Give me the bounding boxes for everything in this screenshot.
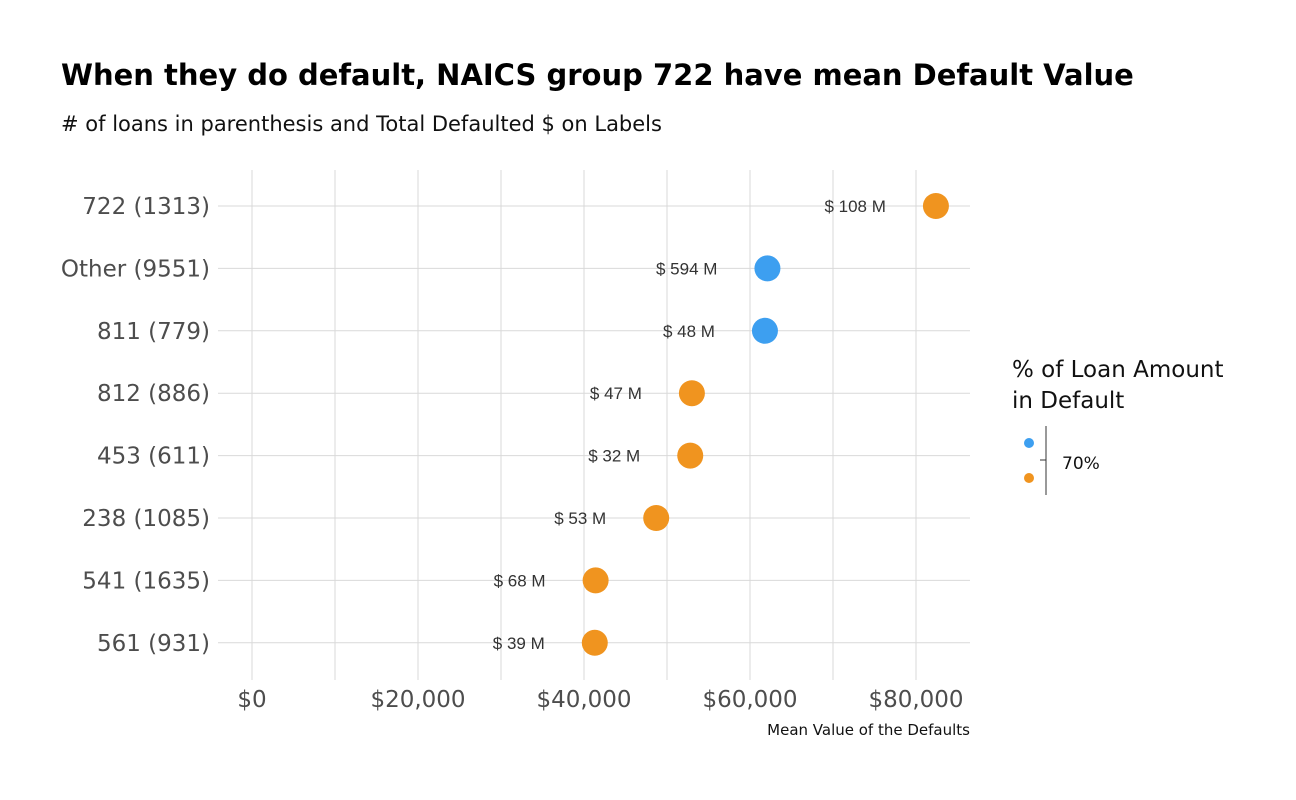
data-point — [581, 629, 608, 656]
data-label: $ 53 M — [554, 509, 606, 528]
chart-subtitle: # of loans in parenthesis and Total Defa… — [61, 112, 662, 136]
y-tick-label: Other (9551) — [61, 256, 210, 282]
data-label: $ 108 M — [824, 197, 885, 216]
data-point — [922, 193, 949, 219]
x-tick-label: $0 — [237, 687, 266, 713]
x-tick-labels: $0 $20,000 $40,000 $60,000 $80,000 — [237, 687, 963, 713]
x-tick-label: $80,000 — [868, 687, 963, 713]
x-tick-label: $20,000 — [370, 687, 465, 713]
y-tick-label: 811 (779) — [97, 319, 210, 345]
legend-break-label: 70% — [1062, 454, 1100, 474]
legend-title-line-1: % of Loan Amount — [1012, 357, 1224, 383]
x-axis-label: Mean Value of the Defaults — [767, 721, 970, 739]
data-labels: $ 108 M $ 594 M $ 48 M $ 47 M $ 32 M $ 53 M $ … — [493, 197, 886, 653]
y-tick-label: 453 (611) — [97, 444, 210, 470]
legend: % of Loan Amount in Default 70% — [1012, 357, 1224, 495]
data-point — [643, 505, 670, 531]
y-tick-label: 238 (1085) — [82, 506, 210, 532]
data-label: $ 48 M — [663, 322, 715, 341]
data-point — [677, 442, 704, 469]
y-tick-labels: 722 (1313) Other (9551) 811 (779) 812 (886)… — [61, 194, 210, 657]
legend-key-orange — [1024, 473, 1034, 483]
data-label: $ 32 M — [588, 447, 640, 466]
data-label: $ 47 M — [590, 384, 642, 403]
data-point — [678, 380, 705, 407]
y-tick-label: 541 (1635) — [82, 568, 210, 594]
y-tick-label: 812 (886) — [97, 381, 210, 407]
y-tick-label: 722 (1313) — [82, 194, 210, 220]
data-point — [754, 255, 781, 282]
x-tick-label: $40,000 — [536, 687, 631, 713]
data-label: $ 68 M — [494, 571, 546, 590]
chart-title: When they do default, NAICS group 722 ha… — [61, 58, 1134, 92]
legend-key-blue — [1024, 438, 1034, 448]
data-point — [582, 567, 609, 594]
y-tick-label: 561 (931) — [97, 631, 210, 657]
legend-title-line-2: in Default — [1012, 388, 1124, 414]
x-gridlines — [251, 170, 917, 680]
data-label: $ 39 M — [493, 634, 545, 653]
data-point — [751, 317, 778, 344]
data-label: $ 594 M — [656, 259, 717, 278]
data-points — [581, 193, 949, 656]
x-tick-label: $60,000 — [702, 687, 797, 713]
